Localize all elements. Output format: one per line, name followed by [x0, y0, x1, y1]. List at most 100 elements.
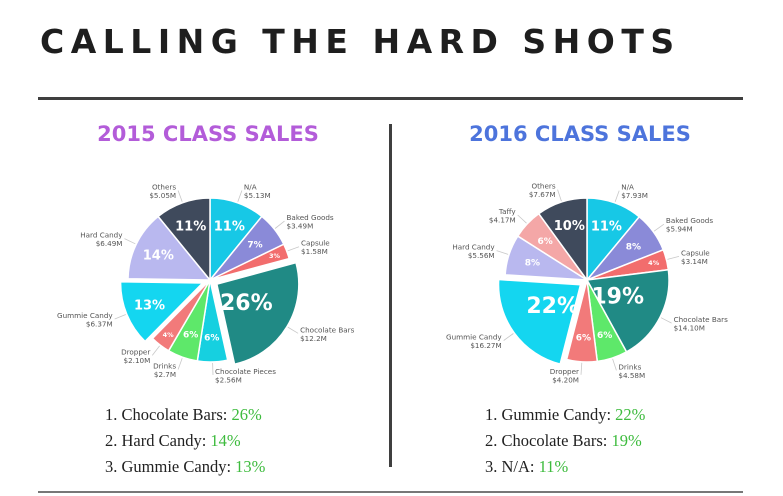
- pie-slice: [119, 280, 205, 343]
- pie-percent-label: 6%: [204, 334, 219, 344]
- pie-percent-label: 6%: [576, 334, 591, 344]
- pie-slice-value: $6.37M: [86, 320, 113, 329]
- pie-leader-line: [287, 326, 299, 334]
- pie-percent-label: 8%: [525, 259, 540, 269]
- ranking-percent: 13%: [235, 457, 266, 476]
- pie-chart-2016: 11% N/A $7.93M 8% Baked Goods $5.94M 4% Capsule…: [427, 178, 729, 396]
- pie-slice-name: Hard Candy: [80, 231, 123, 240]
- pie-slice-value: $3.14M: [681, 257, 708, 266]
- pie-slice: [209, 243, 291, 281]
- pie-leader-line: [151, 345, 160, 356]
- pie-slice-value: $14.10M: [674, 324, 705, 333]
- pie-percent-label: 6%: [183, 330, 198, 340]
- pie-slice: [151, 279, 211, 352]
- pie-slice: [127, 215, 212, 281]
- pie-slice-name: N/A: [244, 183, 257, 192]
- ranking-percent: 19%: [611, 431, 642, 450]
- pie-slice-value: $3.49M: [287, 222, 314, 231]
- pie-slice-name: Capsule: [681, 248, 710, 257]
- pie-slice: [215, 261, 300, 366]
- pie-slice-value: $2.56M: [215, 376, 242, 385]
- pie-slice-name: Hard Candy: [452, 243, 495, 252]
- pie-slice-value: $4.58M: [618, 371, 645, 380]
- pie-slice-value: $16.27M: [470, 341, 501, 350]
- pie-slice-name: Others: [531, 182, 555, 191]
- bottom-divider: [38, 491, 743, 493]
- pie-slice-value: $4.17M: [489, 216, 516, 225]
- pie-percent-label: 14%: [143, 249, 174, 264]
- ranking-label: 1. Gummie Candy:: [485, 405, 616, 424]
- pie-slice-value: $7.67M: [529, 190, 556, 199]
- ranking-label: 3. N/A:: [485, 457, 539, 476]
- pie-percent-label: 13%: [134, 299, 165, 314]
- pie-percent-label: 6%: [597, 331, 612, 341]
- pie-slice-name: Chocolate Pieces: [215, 367, 276, 376]
- panel-title-2016: 2016 CLASS SALES: [469, 122, 691, 146]
- pie-slice-value: $5.94M: [666, 225, 693, 234]
- ranking-percent: 14%: [210, 431, 241, 450]
- pie-chart-2016-svg: 11% N/A$7.93M 8% Baked Goods$5.94M 4% Capsule…: [446, 182, 729, 385]
- pie-leader-line: [287, 246, 300, 252]
- ranking-item: 2. Chocolate Bars: 19%: [485, 428, 645, 454]
- pie-slice-value: $12.2M: [300, 334, 327, 343]
- pie-slice: [585, 268, 670, 353]
- ranking-label: 2. Hard Candy:: [105, 431, 211, 450]
- pie-leader-line: [667, 256, 680, 260]
- ranking-2015: 1. Chocolate Bars: 26% 2. Hard Candy: 14%…: [105, 402, 265, 480]
- pie-percent-label: 7%: [247, 241, 262, 251]
- pie-slice-name: Chocolate Bars: [674, 315, 729, 324]
- pie-slice: [565, 279, 599, 363]
- ranking-item: 2. Hard Candy: 14%: [105, 428, 265, 454]
- pie-slice-name: Taffy: [498, 207, 517, 216]
- ranking-percent: 11%: [538, 457, 569, 476]
- ranking-label: 1. Chocolate Bars:: [105, 405, 232, 424]
- ranking-label: 2. Chocolate Bars:: [485, 431, 612, 450]
- pie-leader-line: [237, 190, 243, 202]
- pie-slice-value: $4.20M: [552, 375, 579, 384]
- ranking-item: 1. Gummie Candy: 22%: [485, 402, 645, 428]
- pie-percent-label: 10%: [554, 219, 585, 234]
- pie-leader-line: [557, 189, 562, 202]
- top-divider: [38, 97, 743, 100]
- pie-slice-name: Others: [152, 183, 176, 192]
- pie-slice-value: $2.7M: [154, 370, 176, 379]
- pie-slice-name: Drinks: [153, 362, 176, 371]
- pie-percent-label: 4%: [163, 331, 175, 339]
- center-divider: [389, 124, 392, 467]
- pie-percent-label: 3%: [269, 252, 281, 260]
- pie-slice-name: Gummie Candy: [446, 333, 502, 342]
- pie-slice-name: Dropper: [550, 367, 579, 376]
- pie-percent-label: 11%: [214, 220, 245, 235]
- pie-leader-line: [503, 333, 514, 341]
- pie-slice-value: $5.05M: [149, 191, 176, 200]
- pie-leader-line: [580, 362, 583, 375]
- pie-slice-name: Capsule: [301, 239, 330, 248]
- pie-slice-value: $2.10M: [124, 356, 151, 365]
- ranking-item: 3. N/A: 11%: [485, 454, 645, 480]
- pie-slice-name: N/A: [621, 183, 634, 192]
- pie-slice-name: Baked Goods: [666, 216, 713, 225]
- pie-chart-2015: 11% N/A $5.13M 7% Baked Goods $3.49M 3% Capsule…: [50, 178, 355, 396]
- ranking-percent: 26%: [231, 405, 262, 424]
- pie-slice-value: $7.93M: [621, 191, 648, 200]
- pie-slice-value: $6.49M: [96, 239, 123, 248]
- ranking-item: 1. Chocolate Bars: 26%: [105, 402, 265, 428]
- pie-percent-label: 26%: [220, 291, 273, 316]
- pie-slice-name: Baked Goods: [287, 213, 334, 222]
- pie-slice: [157, 197, 211, 283]
- pie-leader-line: [496, 250, 509, 255]
- pie-percent-label: 11%: [175, 220, 206, 235]
- pie-chart-2015-svg: 11% N/A$5.13M 7% Baked Goods$3.49M 3% Capsule…: [57, 183, 355, 385]
- pie-leader-line: [274, 220, 285, 229]
- pie-slice-name: Dropper: [121, 347, 150, 356]
- pie-leader-line: [660, 317, 672, 324]
- pie-leader-line: [177, 190, 183, 202]
- page-title: CALLING THE HARD SHOTS: [40, 22, 681, 61]
- pie-percent-label: 6%: [538, 237, 553, 247]
- pie-slice-value: $1.58M: [301, 247, 328, 256]
- pie-leader-line: [653, 223, 665, 232]
- pie-leader-line: [517, 214, 527, 224]
- ranking-label: 3. Gummie Candy:: [105, 457, 236, 476]
- pie-percent-label: 22%: [526, 294, 579, 319]
- pie-leader-line: [114, 314, 126, 320]
